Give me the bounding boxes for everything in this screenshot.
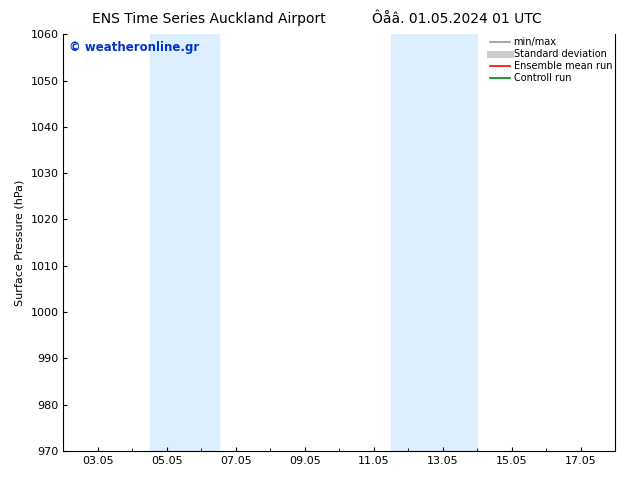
Text: © weatheronline.gr: © weatheronline.gr — [69, 41, 199, 53]
Bar — [150, 34, 219, 451]
Bar — [391, 34, 477, 451]
Legend: min/max, Standard deviation, Ensemble mean run, Controll run: min/max, Standard deviation, Ensemble me… — [490, 37, 612, 83]
Text: ENS Time Series Auckland Airport: ENS Time Series Auckland Airport — [93, 12, 326, 26]
Text: Ôåâ. 01.05.2024 01 UTC: Ôåâ. 01.05.2024 01 UTC — [372, 12, 541, 26]
Y-axis label: Surface Pressure (hPa): Surface Pressure (hPa) — [15, 179, 25, 306]
